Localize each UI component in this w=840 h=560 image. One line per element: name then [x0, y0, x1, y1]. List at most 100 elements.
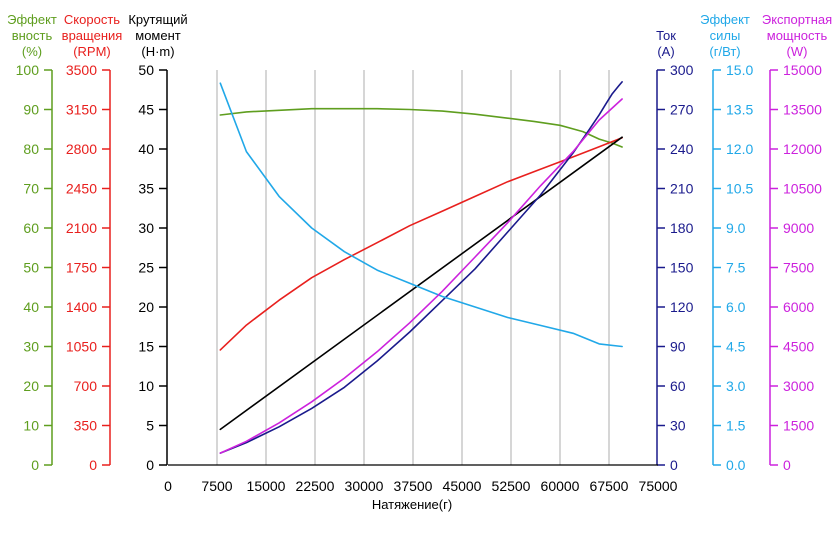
- y-tick-label: 4.5: [726, 339, 746, 355]
- x-gridlines: [216, 70, 610, 465]
- y-tick-label: 80: [23, 141, 39, 157]
- y-tick-label: 700: [74, 378, 98, 394]
- y-tick-label: 12.0: [726, 141, 753, 157]
- y-axis-header: мощность: [767, 28, 828, 43]
- y-tick-label: 90: [23, 102, 39, 118]
- y-axis-header: (W): [787, 44, 808, 59]
- series-line-forceeff: [219, 82, 623, 348]
- y-tick-label: 9.0: [726, 220, 746, 236]
- y-tick-label: 2450: [66, 181, 97, 197]
- y-tick-label: 2800: [66, 141, 97, 157]
- x-tick-label: 52500: [492, 478, 531, 494]
- y-tick-label: 10: [138, 378, 154, 394]
- y-tick-label: 1750: [66, 260, 97, 276]
- y-tick-label: 350: [74, 418, 98, 434]
- y-tick-label: 1500: [783, 418, 814, 434]
- y-axis-header: Эффект: [7, 12, 57, 27]
- y-tick-label: 15: [138, 339, 154, 355]
- y-tick-label: 13500: [783, 102, 822, 118]
- y-tick-label: 210: [670, 181, 694, 197]
- y-tick-label: 20: [138, 299, 154, 315]
- y-tick-label: 40: [23, 299, 39, 315]
- y-tick-label: 0: [783, 457, 791, 473]
- y-axis-header: момент: [135, 28, 181, 43]
- y-tick-label: 20: [23, 378, 39, 394]
- y-tick-label: 6.0: [726, 299, 746, 315]
- series-line-power: [219, 98, 623, 454]
- series-line-torque: [219, 136, 623, 431]
- y-tick-label: 3.0: [726, 378, 746, 394]
- y-tick-label: 90: [670, 339, 686, 355]
- x-tick-label: 67500: [590, 478, 629, 494]
- y-tick-label: 70: [23, 181, 39, 197]
- y-tick-label: 50: [138, 62, 154, 78]
- series-lines: [219, 81, 623, 454]
- y-tick-label: 30: [670, 418, 686, 434]
- y-tick-label: 0.0: [726, 457, 746, 473]
- y-tick-label: 180: [670, 220, 694, 236]
- y-tick-label: 15000: [783, 62, 822, 78]
- y-axis-header: Скорость: [64, 12, 120, 27]
- y-tick-label: 0: [89, 457, 97, 473]
- series-line-current: [219, 81, 623, 454]
- x-tick-label: 30000: [345, 478, 384, 494]
- y-tick-label: 30: [23, 339, 39, 355]
- y-tick-label: 1050: [66, 339, 97, 355]
- y-tick-label: 30: [138, 220, 154, 236]
- y-tick-label: 120: [670, 299, 694, 315]
- y-tick-label: 0: [670, 457, 678, 473]
- y-tick-label: 3150: [66, 102, 97, 118]
- y-axis-header: силы: [710, 28, 741, 43]
- y-tick-label: 6000: [783, 299, 814, 315]
- y-tick-label: 2100: [66, 220, 97, 236]
- y-tick-label: 45: [138, 102, 154, 118]
- y-axis-header: (RPM): [73, 44, 111, 59]
- y-tick-label: 7.5: [726, 260, 746, 276]
- y-axis-rpm: 0 350 700 1050 1400 1750 2100 2450 2800 3150 3500 С…: [62, 12, 123, 473]
- y-axis-header: (г/Вт): [709, 44, 740, 59]
- y-tick-label: 35: [138, 181, 154, 197]
- y-tick-label: 10.5: [726, 181, 753, 197]
- series-line-eff: [219, 107, 623, 148]
- series-line-rpm: [219, 136, 623, 351]
- y-axis-header: Крутящий: [128, 12, 187, 27]
- y-tick-label: 100: [16, 62, 40, 78]
- y-tick-label: 25: [138, 260, 154, 276]
- y-axis-header: Эффект: [700, 12, 750, 27]
- y-tick-label: 9000: [783, 220, 814, 236]
- y-tick-label: 240: [670, 141, 694, 157]
- y-tick-label: 0: [146, 457, 154, 473]
- x-tick-label: 45000: [443, 478, 482, 494]
- x-tick-label: 22500: [296, 478, 335, 494]
- y-tick-label: 4500: [783, 339, 814, 355]
- y-tick-label: 5: [146, 418, 154, 434]
- y-axis-header: (Н·m): [141, 44, 174, 59]
- y-axis-header: (A): [657, 44, 674, 59]
- x-tick-label: 15000: [247, 478, 286, 494]
- y-axis-header: вность: [12, 28, 53, 43]
- x-tick-label: 60000: [541, 478, 580, 494]
- y-tick-label: 40: [138, 141, 154, 157]
- y-axis-header: (%): [22, 44, 42, 59]
- y-tick-label: 15.0: [726, 62, 753, 78]
- y-tick-label: 7500: [783, 260, 814, 276]
- y-tick-label: 60: [670, 378, 686, 394]
- x-tick-label: 75000: [639, 478, 678, 494]
- y-tick-label: 150: [670, 260, 694, 276]
- y-tick-label: 1.5: [726, 418, 746, 434]
- y-tick-label: 0: [31, 457, 39, 473]
- y-tick-label: 60: [23, 220, 39, 236]
- y-tick-label: 3500: [66, 62, 97, 78]
- x-tick-label: 37500: [394, 478, 433, 494]
- y-tick-label: 50: [23, 260, 39, 276]
- x-tick-label: 7500: [201, 478, 232, 494]
- y-tick-label: 10500: [783, 181, 822, 197]
- y-axis-current: 0 30 60 90 120 150 180 210 240 270 300 Ток(A): [656, 28, 693, 473]
- y-tick-label: 13.5: [726, 102, 753, 118]
- y-axis-header: Экспортная: [762, 12, 832, 27]
- y-tick-label: 10: [23, 418, 39, 434]
- axes: 0102030405060708090100Эффектвность(%)035…: [7, 12, 832, 473]
